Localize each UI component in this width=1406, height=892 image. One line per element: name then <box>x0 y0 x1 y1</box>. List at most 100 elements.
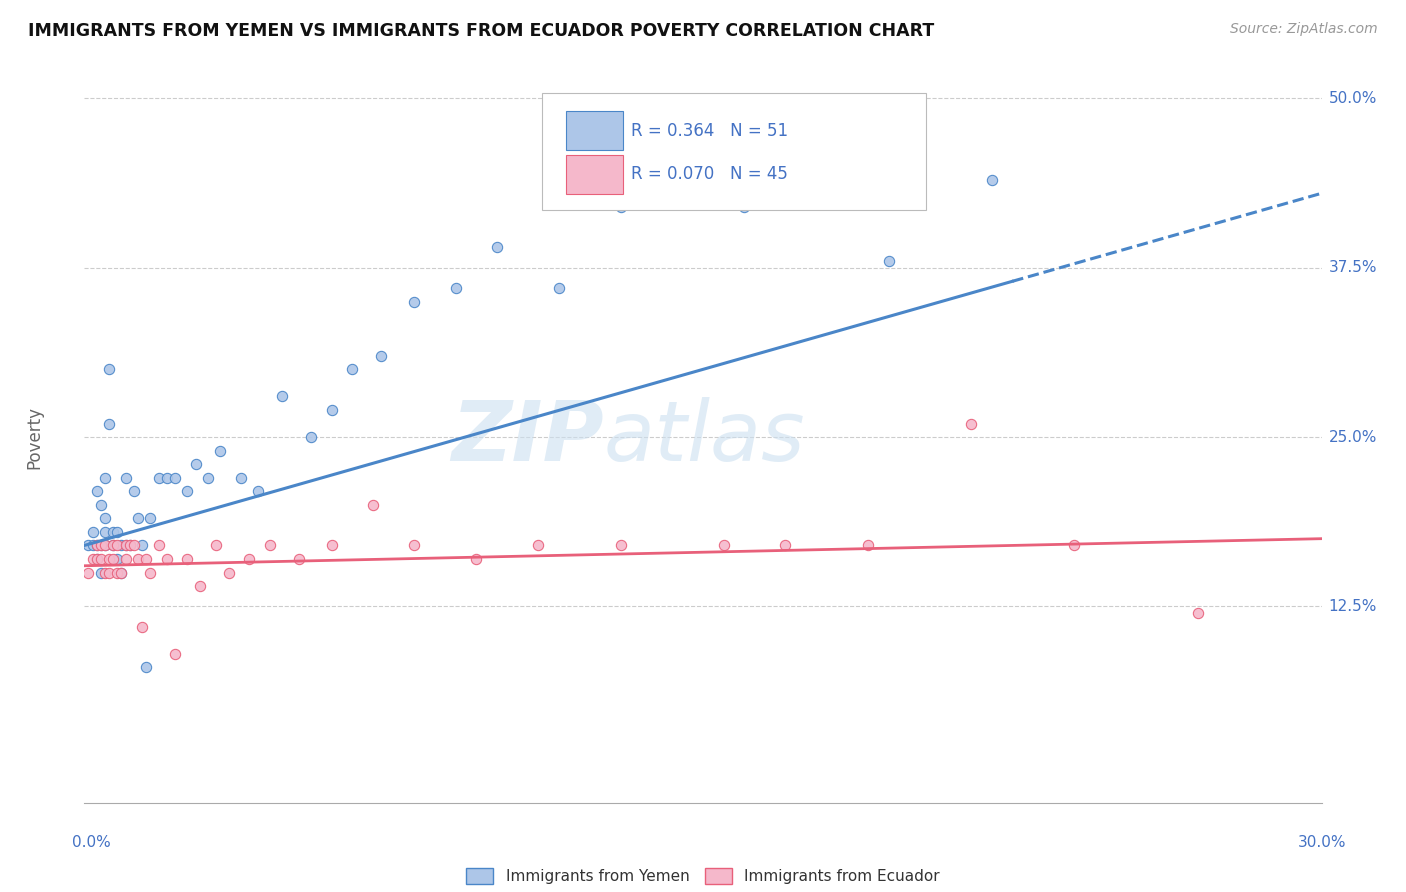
Point <box>90 552 112 566</box>
Point <box>856 538 879 552</box>
Point <box>547 281 569 295</box>
Point <box>342 362 364 376</box>
Point <box>86 484 108 499</box>
Point <box>114 471 136 485</box>
Point <box>361 498 384 512</box>
Point <box>118 538 141 552</box>
Point <box>86 552 108 566</box>
Text: 25.0%: 25.0% <box>1329 430 1376 444</box>
Point <box>103 538 125 552</box>
Point <box>156 552 179 566</box>
Point <box>118 538 141 552</box>
Point <box>77 538 100 552</box>
Text: Poverty: Poverty <box>25 406 44 468</box>
Point <box>877 254 900 268</box>
Point <box>90 498 112 512</box>
Point <box>103 552 125 566</box>
Point <box>82 538 104 552</box>
Point <box>127 552 149 566</box>
Point <box>609 200 631 214</box>
Point <box>205 538 228 552</box>
FancyBboxPatch shape <box>543 94 925 211</box>
Point <box>299 430 322 444</box>
Text: R = 0.364   N = 51: R = 0.364 N = 51 <box>631 121 789 140</box>
Point <box>86 552 108 566</box>
Text: R = 0.070   N = 45: R = 0.070 N = 45 <box>631 166 789 184</box>
Point <box>90 538 112 552</box>
Point <box>103 538 125 552</box>
Point <box>176 484 198 499</box>
Point <box>1187 606 1209 620</box>
Point <box>733 200 755 214</box>
Point <box>139 511 162 525</box>
Point <box>980 172 1002 186</box>
Point <box>94 511 117 525</box>
Point <box>271 389 294 403</box>
Point <box>246 484 269 499</box>
Point <box>197 471 219 485</box>
Point <box>114 538 136 552</box>
Point <box>1063 538 1085 552</box>
Point <box>156 471 179 485</box>
Point <box>110 566 132 580</box>
Point <box>321 403 343 417</box>
Point <box>94 538 117 552</box>
Point <box>77 566 100 580</box>
Point <box>98 566 121 580</box>
Point <box>86 538 108 552</box>
Text: Source: ZipAtlas.com: Source: ZipAtlas.com <box>1230 22 1378 37</box>
Legend: Immigrants from Yemen, Immigrants from Ecuador: Immigrants from Yemen, Immigrants from E… <box>460 862 946 890</box>
Point <box>184 457 207 471</box>
Point <box>105 538 128 552</box>
Point <box>404 294 426 309</box>
Point <box>444 281 467 295</box>
Point <box>127 511 149 525</box>
Point <box>135 552 157 566</box>
Point <box>527 538 550 552</box>
Text: 50.0%: 50.0% <box>1329 91 1376 106</box>
Point <box>86 538 108 552</box>
Point <box>135 660 157 674</box>
Text: IMMIGRANTS FROM YEMEN VS IMMIGRANTS FROM ECUADOR POVERTY CORRELATION CHART: IMMIGRANTS FROM YEMEN VS IMMIGRANTS FROM… <box>28 22 935 40</box>
Point <box>105 552 128 566</box>
FancyBboxPatch shape <box>565 154 623 194</box>
Point <box>148 538 170 552</box>
Point <box>110 566 132 580</box>
Point <box>188 579 211 593</box>
Point <box>960 417 983 431</box>
Point <box>229 471 252 485</box>
Point <box>775 538 797 552</box>
Point <box>103 524 125 539</box>
Point <box>105 566 128 580</box>
Point <box>122 538 145 552</box>
Point <box>139 566 162 580</box>
Point <box>404 538 426 552</box>
Point <box>165 647 187 661</box>
Point <box>90 566 112 580</box>
Point <box>94 471 117 485</box>
Point <box>148 471 170 485</box>
Point <box>122 484 145 499</box>
Point <box>713 538 735 552</box>
Point <box>238 552 260 566</box>
Point <box>209 443 232 458</box>
Point <box>131 620 153 634</box>
Point <box>98 362 121 376</box>
Point <box>218 566 240 580</box>
FancyBboxPatch shape <box>565 111 623 151</box>
Point <box>82 524 104 539</box>
Point <box>370 349 392 363</box>
Point <box>94 566 117 580</box>
Text: ZIP: ZIP <box>451 397 605 477</box>
Text: atlas: atlas <box>605 397 806 477</box>
Point <box>176 552 198 566</box>
Point <box>259 538 281 552</box>
Point <box>98 552 121 566</box>
Point <box>114 552 136 566</box>
Text: 0.0%: 0.0% <box>72 836 111 850</box>
Point <box>165 471 187 485</box>
Point <box>98 417 121 431</box>
Point <box>465 552 488 566</box>
Point <box>90 538 112 552</box>
Point <box>485 240 508 254</box>
